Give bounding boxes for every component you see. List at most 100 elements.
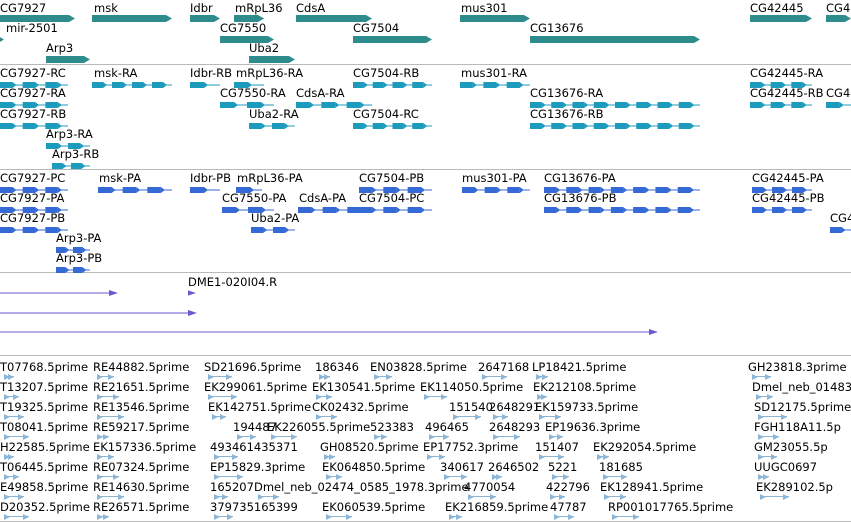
est-feature[interactable] [597, 454, 609, 460]
est-label[interactable]: 379735165399 [210, 500, 298, 514]
est-label[interactable]: Dmel_neb_01483 [752, 380, 851, 394]
est-feature[interactable] [97, 454, 114, 460]
gene-label[interactable]: Uba2 [249, 41, 280, 55]
est-label[interactable]: 151540 [449, 400, 493, 414]
transcript-model[interactable] [826, 101, 851, 109]
transcript-model[interactable] [530, 101, 700, 109]
transcript-label[interactable]: Uba2-RA [249, 107, 299, 121]
gene-bar[interactable] [296, 15, 372, 22]
protein-label[interactable]: CG13676-PA [544, 171, 616, 185]
est-feature[interactable] [493, 434, 520, 440]
transcript-label[interactable]: CG7927-RA [0, 86, 66, 100]
transcript-model[interactable] [0, 122, 68, 130]
est-feature[interactable] [444, 474, 467, 480]
est-label[interactable]: LP18421.5prime [532, 360, 627, 374]
protein-model[interactable] [236, 186, 262, 194]
est-label[interactable]: 186346 [315, 360, 359, 374]
est-feature[interactable] [97, 494, 124, 500]
est-label[interactable]: EP15829.3prime [210, 460, 306, 474]
transcript-model[interactable] [296, 101, 372, 109]
est-feature[interactable] [97, 414, 124, 420]
est-label[interactable]: RE13546.5prime [93, 400, 190, 414]
gene-bar[interactable] [46, 56, 90, 63]
est-label[interactable]: EK064850.5prime [322, 460, 426, 474]
est-feature[interactable] [429, 434, 449, 440]
est-feature[interactable] [97, 514, 109, 520]
est-feature[interactable] [758, 414, 787, 420]
est-label[interactable]: CK02432.5prime [312, 400, 409, 414]
transcript-label[interactable]: CG7504-RB [353, 66, 420, 80]
est-feature[interactable] [214, 454, 238, 460]
est-feature[interactable] [427, 454, 445, 460]
est-label[interactable]: RE59217.5prime [93, 420, 190, 434]
est-label[interactable]: 493461435371 [210, 440, 298, 454]
protein-label[interactable]: CG7927-PC [0, 171, 66, 185]
protein-model[interactable] [0, 186, 68, 194]
transcript-label[interactable]: mus301-RA [461, 66, 527, 80]
gene-bar[interactable] [460, 15, 530, 22]
est-feature[interactable] [537, 394, 547, 400]
est-label[interactable]: 2648293 [489, 420, 541, 434]
protein-model[interactable] [544, 206, 700, 214]
est-label[interactable]: 181685 [599, 460, 643, 474]
est-feature[interactable] [316, 394, 332, 400]
transcript-label[interactable]: mRpL36-RA [236, 66, 304, 80]
est-feature[interactable] [208, 394, 237, 400]
protein-label[interactable]: CG42445-PA [752, 171, 824, 185]
gene-bar[interactable] [353, 36, 432, 43]
est-label[interactable]: Dmel_neb_02474_0585_1978.3prime [254, 480, 469, 494]
est-feature[interactable] [324, 454, 335, 460]
est-label[interactable]: EK159733.5prime [535, 400, 639, 414]
est-feature[interactable] [374, 374, 392, 380]
cdna-label[interactable]: DME1-020I04.R [188, 275, 278, 289]
est-label[interactable]: 2648291 [489, 400, 541, 414]
transcript-model[interactable] [220, 101, 274, 109]
est-feature[interactable] [603, 474, 627, 480]
est-label[interactable]: SD21696.5prime [204, 360, 302, 374]
est-feature[interactable] [758, 474, 769, 480]
transcript-label[interactable]: Arp3-RB [52, 147, 100, 161]
est-feature[interactable] [482, 374, 507, 380]
est-label[interactable]: FGH118A11.5p [754, 420, 841, 434]
est-feature[interactable] [4, 474, 19, 480]
est-feature[interactable] [493, 414, 508, 420]
est-label[interactable]: 47787 [550, 500, 587, 514]
protein-label[interactable]: CG7927-PA [0, 191, 65, 205]
est-label[interactable]: 4770054 [464, 480, 516, 494]
gene-label[interactable]: CG4 [826, 1, 851, 15]
est-feature[interactable] [97, 394, 119, 400]
est-label[interactable]: EN03828.5prime [370, 360, 467, 374]
est-feature[interactable] [536, 374, 548, 380]
transcript-model[interactable] [190, 81, 220, 89]
protein-model[interactable] [0, 206, 68, 214]
est-label[interactable]: RE26571.5prime [93, 500, 190, 514]
est-feature[interactable] [424, 394, 447, 400]
est-feature[interactable] [374, 434, 387, 440]
gene-label[interactable]: CG7927 [0, 1, 47, 15]
est-feature[interactable] [758, 434, 779, 440]
est-label[interactable]: EK128941.5prime [600, 480, 704, 494]
est-label[interactable]: 2647168 [478, 360, 530, 374]
est-feature[interactable] [258, 494, 279, 500]
est-label[interactable]: T06445.5prime [0, 460, 89, 474]
transcript-label[interactable]: CG42445-RB [750, 86, 824, 100]
gene-bar[interactable] [530, 36, 700, 43]
transcript-model[interactable] [460, 81, 530, 89]
gene-bar[interactable] [234, 15, 264, 22]
est-label[interactable]: RE07324.5prime [93, 460, 190, 474]
protein-label[interactable]: Uba2-PA [251, 211, 300, 225]
est-feature[interactable] [97, 434, 109, 440]
protein-model[interactable] [830, 226, 851, 234]
est-label[interactable]: D20352.5prime [0, 500, 90, 514]
gene-label[interactable]: msk [94, 1, 118, 15]
est-label[interactable]: EK142751.5prime [208, 400, 312, 414]
est-feature[interactable] [326, 514, 352, 520]
gene-label[interactable]: CG13676 [530, 21, 584, 35]
transcript-model[interactable] [353, 81, 432, 89]
est-label[interactable]: GM23055.5p [754, 440, 828, 454]
est-feature[interactable] [449, 514, 462, 520]
est-feature[interactable] [319, 374, 330, 380]
transcript-model[interactable] [0, 81, 68, 89]
protein-model[interactable] [190, 186, 220, 194]
est-feature[interactable] [4, 414, 24, 420]
